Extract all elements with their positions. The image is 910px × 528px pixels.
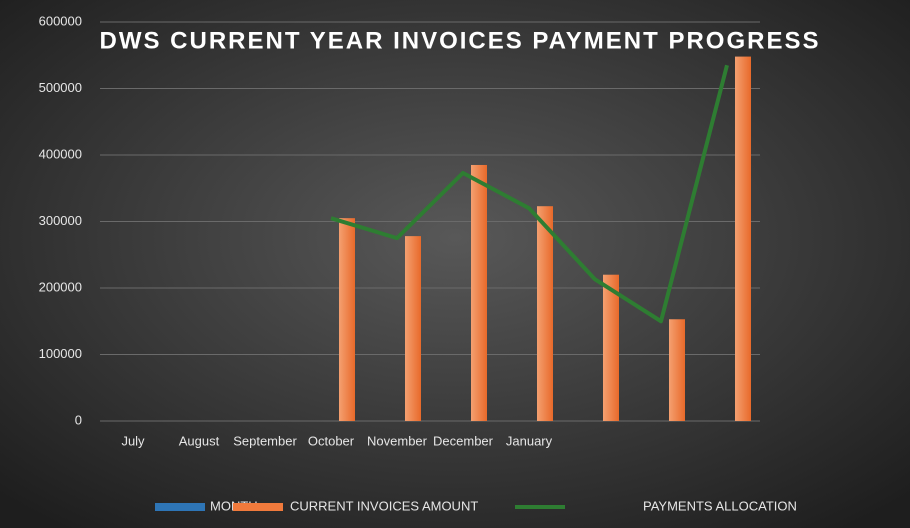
legend-label: PAYMENTS ALLOCATION (643, 498, 797, 513)
bar (339, 218, 355, 421)
x-tick-label: January (506, 433, 553, 448)
line (330, 64, 729, 324)
chart-title: DWS CURRENT YEAR INVOICES PAYMENT PROGRE… (100, 27, 821, 54)
y-tick-label: 600000 (39, 13, 82, 28)
y-tick-label: 200000 (39, 279, 82, 294)
x-tick-label: July (121, 433, 145, 448)
x-tick-label: December (433, 433, 494, 448)
y-tick-label: 300000 (39, 213, 82, 228)
x-tick-label: November (367, 433, 428, 448)
x-tick-label: October (308, 433, 355, 448)
x-tick-label: September (233, 433, 297, 448)
bar (669, 319, 685, 421)
bar (471, 164, 487, 421)
y-tick-label: 500000 (39, 80, 82, 95)
legend-label: CURRENT INVOICES AMOUNT (290, 498, 478, 513)
y-tick-label: 100000 (39, 346, 82, 361)
bar (537, 206, 553, 421)
legend-swatch (155, 503, 205, 511)
y-tick-label: 400000 (39, 146, 82, 161)
y-tick-label: 0 (75, 412, 82, 427)
bar (405, 236, 421, 421)
legend-swatch (233, 503, 283, 511)
x-tick-label: August (179, 433, 220, 448)
bar (735, 56, 751, 422)
bar (603, 274, 619, 421)
